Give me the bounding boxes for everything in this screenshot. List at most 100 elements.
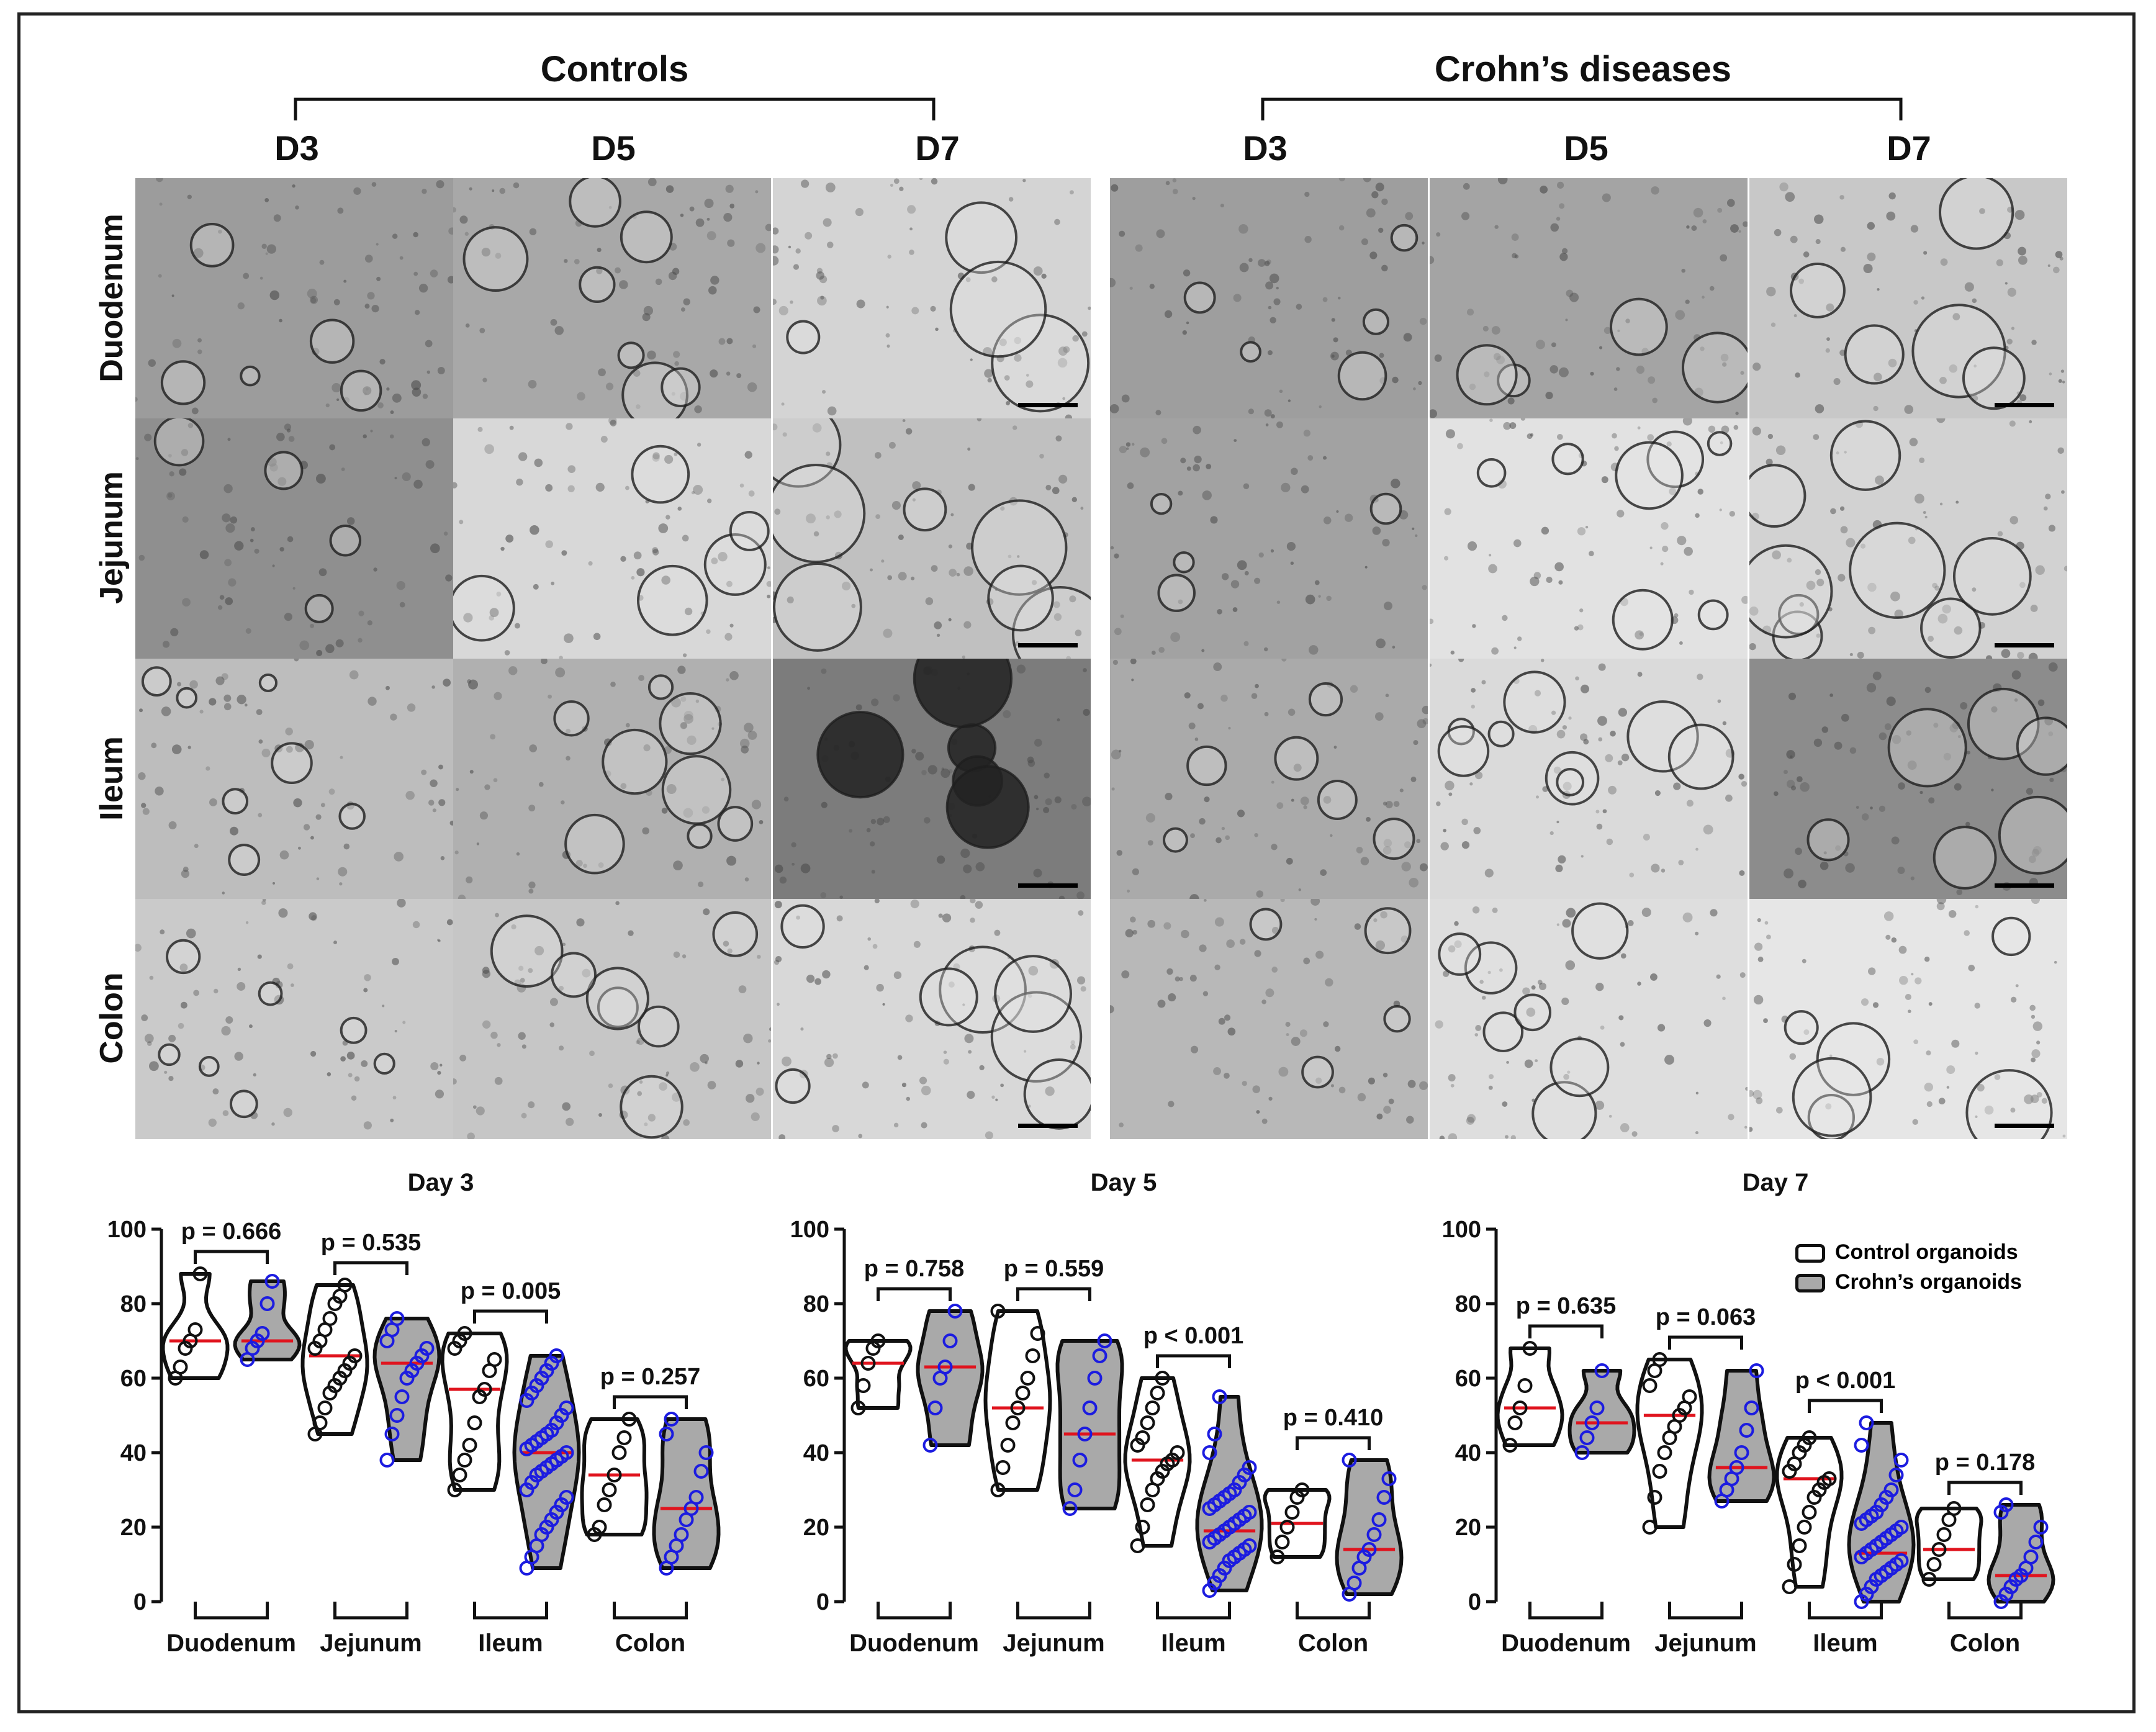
data-point <box>347 1348 363 1363</box>
micrograph-tile-r1-c4 <box>1430 418 1748 659</box>
micrograph-tile-r3-c1 <box>453 899 771 1139</box>
data-point <box>447 1482 462 1497</box>
bracket-crohns <box>1261 97 1903 120</box>
data-point <box>1729 1460 1744 1475</box>
data-point <box>1512 1400 1528 1415</box>
row-label-jejunum: Jejunum <box>94 471 130 604</box>
micrograph-tile-r0-c4 <box>1430 178 1748 418</box>
p-value-label: p = 0.758 <box>864 1256 965 1282</box>
data-point <box>597 1497 612 1512</box>
data-point <box>1207 1427 1222 1441</box>
data-point <box>942 1333 958 1348</box>
data-point <box>1030 1326 1045 1341</box>
day-header-controls-d3: D3 <box>274 129 319 168</box>
data-point <box>1135 1520 1150 1535</box>
micrograph-tile-r2-c1 <box>453 659 771 899</box>
violin-chart-day7: Day 7 0 20 40 60 80 100 p = 0.635 Duodenum p = 0.… <box>1442 1169 2055 1657</box>
data-point <box>1130 1538 1145 1553</box>
data-point <box>1020 1371 1035 1386</box>
data-point <box>621 1412 637 1427</box>
data-point <box>457 1453 472 1468</box>
data-point <box>990 1304 1006 1319</box>
p-value-label: p = 0.178 <box>1935 1450 2036 1476</box>
data-point <box>1284 1505 1300 1520</box>
micrograph-tile-r1-c5 <box>1749 418 2067 659</box>
data-point <box>1936 1527 1952 1542</box>
data-point <box>1926 1557 1942 1572</box>
micrograph-tile-r3-c2 <box>773 899 1091 1139</box>
y-tick-label: 80 <box>1455 1291 1481 1317</box>
day-header-crohns-d7: D7 <box>1887 129 1931 168</box>
p-value-label: p = 0.410 <box>1283 1405 1384 1431</box>
data-point <box>1366 1527 1382 1542</box>
data-point <box>1859 1415 1874 1430</box>
y-tick-label: 20 <box>1455 1515 1481 1541</box>
significance-bracket <box>194 1250 269 1264</box>
x-category-bracket <box>333 1602 408 1620</box>
data-point <box>1212 1389 1227 1404</box>
data-point <box>1242 1460 1257 1475</box>
data-point <box>1642 1378 1658 1393</box>
scale-bar <box>1995 643 2054 647</box>
x-tick-label: Duodenum <box>166 1630 296 1657</box>
data-point <box>389 1408 405 1423</box>
data-point <box>937 1360 953 1374</box>
x-tick-label: Colon <box>1298 1630 1368 1657</box>
scale-bar <box>1995 1124 2054 1128</box>
data-point <box>1682 1389 1697 1404</box>
data-point <box>1150 1386 1165 1400</box>
row-label-ileum: Ileum <box>94 736 130 821</box>
data-point <box>870 1333 886 1348</box>
significance-bracket <box>1947 1481 2023 1495</box>
data-point <box>457 1326 472 1341</box>
data-point <box>559 1490 574 1505</box>
scale-bar <box>1018 643 1078 647</box>
violin-chart-day3: Day 3 0 20 40 60 80 100 p = 0.666 Duodenum p = 0.… <box>107 1169 721 1657</box>
data-point <box>467 1415 482 1430</box>
micrograph-tile-r2-c4 <box>1430 659 1748 899</box>
y-tick-label: 0 <box>816 1589 829 1615</box>
data-point <box>2028 1535 2044 1549</box>
micrograph-tile-r0-c0 <box>135 178 453 418</box>
data-point <box>384 1427 400 1441</box>
violin-shape <box>1495 1346 1564 1447</box>
data-point <box>1087 1371 1103 1386</box>
violin-shape <box>1915 1507 1983 1581</box>
violin-shape <box>440 1332 509 1492</box>
data-point <box>1005 1415 1021 1430</box>
y-tick-label: 20 <box>803 1515 829 1541</box>
data-point <box>1361 1542 1377 1557</box>
data-point <box>1082 1400 1098 1415</box>
data-point <box>264 1274 280 1289</box>
data-point <box>487 1352 502 1367</box>
x-category-bracket <box>1528 1602 1603 1620</box>
data-point <box>1507 1415 1523 1430</box>
p-value-label: p = 0.559 <box>1004 1256 1104 1282</box>
chart-title: Day 3 <box>408 1169 474 1196</box>
group-header-crohns: Crohn’s diseases <box>1434 49 1732 89</box>
data-point <box>462 1438 477 1453</box>
data-point <box>602 1482 617 1497</box>
data-point <box>1657 1445 1672 1460</box>
data-point <box>192 1266 208 1281</box>
p-value-label: p = 0.257 <box>600 1364 701 1390</box>
data-point <box>1346 1576 1362 1590</box>
data-point <box>1010 1400 1026 1415</box>
data-point <box>394 1389 410 1404</box>
data-point <box>1097 1333 1112 1348</box>
data-point <box>1792 1538 1807 1553</box>
violin-shape <box>1335 1458 1404 1596</box>
data-point <box>1242 1538 1257 1553</box>
data-point <box>1787 1557 1802 1572</box>
violin-shape <box>300 1283 369 1436</box>
micrograph-tile-r0-c3 <box>1110 178 1428 418</box>
p-value-label: p < 0.001 <box>1795 1368 1896 1394</box>
figure-frame <box>17 12 2136 1713</box>
data-point <box>1517 1378 1533 1393</box>
micrograph-tile-r1-c0 <box>135 418 453 659</box>
data-point <box>1342 1453 1357 1468</box>
violin-shape <box>1707 1369 1776 1503</box>
micrograph-tile-r1-c2 <box>773 418 1091 659</box>
micrograph-tile-r2-c5 <box>1749 659 2067 899</box>
x-category-bracket <box>194 1602 269 1620</box>
